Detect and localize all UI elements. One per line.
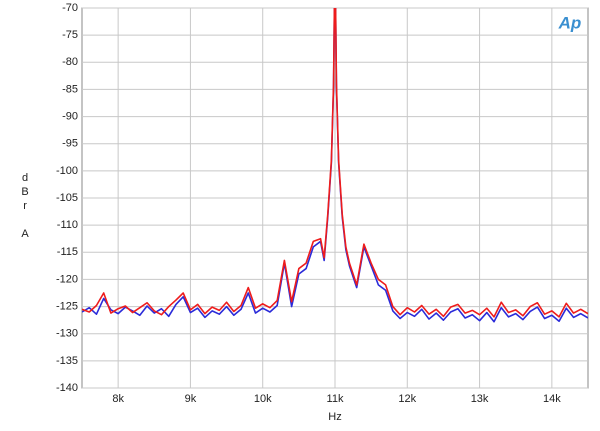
x-tick-label: 8k — [112, 393, 124, 405]
series-group — [82, 8, 588, 323]
y-tick-label: -135 — [56, 355, 78, 367]
x-tick-label: 11k — [327, 393, 344, 405]
logo: Ap — [558, 13, 582, 32]
y-tick-label: -120 — [56, 273, 78, 285]
y-tick-label: -90 — [62, 110, 78, 122]
y-tick-label: -70 — [62, 2, 78, 14]
y-tick-label: -85 — [62, 83, 78, 95]
y-tick-label: -100 — [56, 165, 78, 177]
x-tick-label: 12k — [398, 393, 416, 405]
x-tick-label: 10k — [254, 393, 272, 405]
y-axis-label: dBr A — [19, 172, 31, 242]
x-axis-label: Hz — [328, 411, 341, 423]
y-tick-label: -105 — [56, 192, 78, 204]
x-tick-label: 14k — [543, 393, 561, 405]
x-tick-label: 13k — [471, 393, 489, 405]
y-tick-label: -80 — [62, 56, 78, 68]
y-tick-label: -115 — [57, 246, 78, 258]
y-tick-label: -125 — [56, 300, 78, 312]
y-tick-label: -95 — [62, 138, 78, 150]
y-tick-label: -75 — [62, 29, 78, 41]
series-line — [82, 8, 588, 323]
y-tick-label: -110 — [57, 219, 78, 231]
series-line — [82, 8, 588, 318]
y-tick-label: -130 — [56, 328, 78, 340]
x-tick-label: 9k — [185, 393, 197, 405]
grid — [82, 7, 588, 389]
y-tick-label: -140 — [56, 382, 78, 394]
